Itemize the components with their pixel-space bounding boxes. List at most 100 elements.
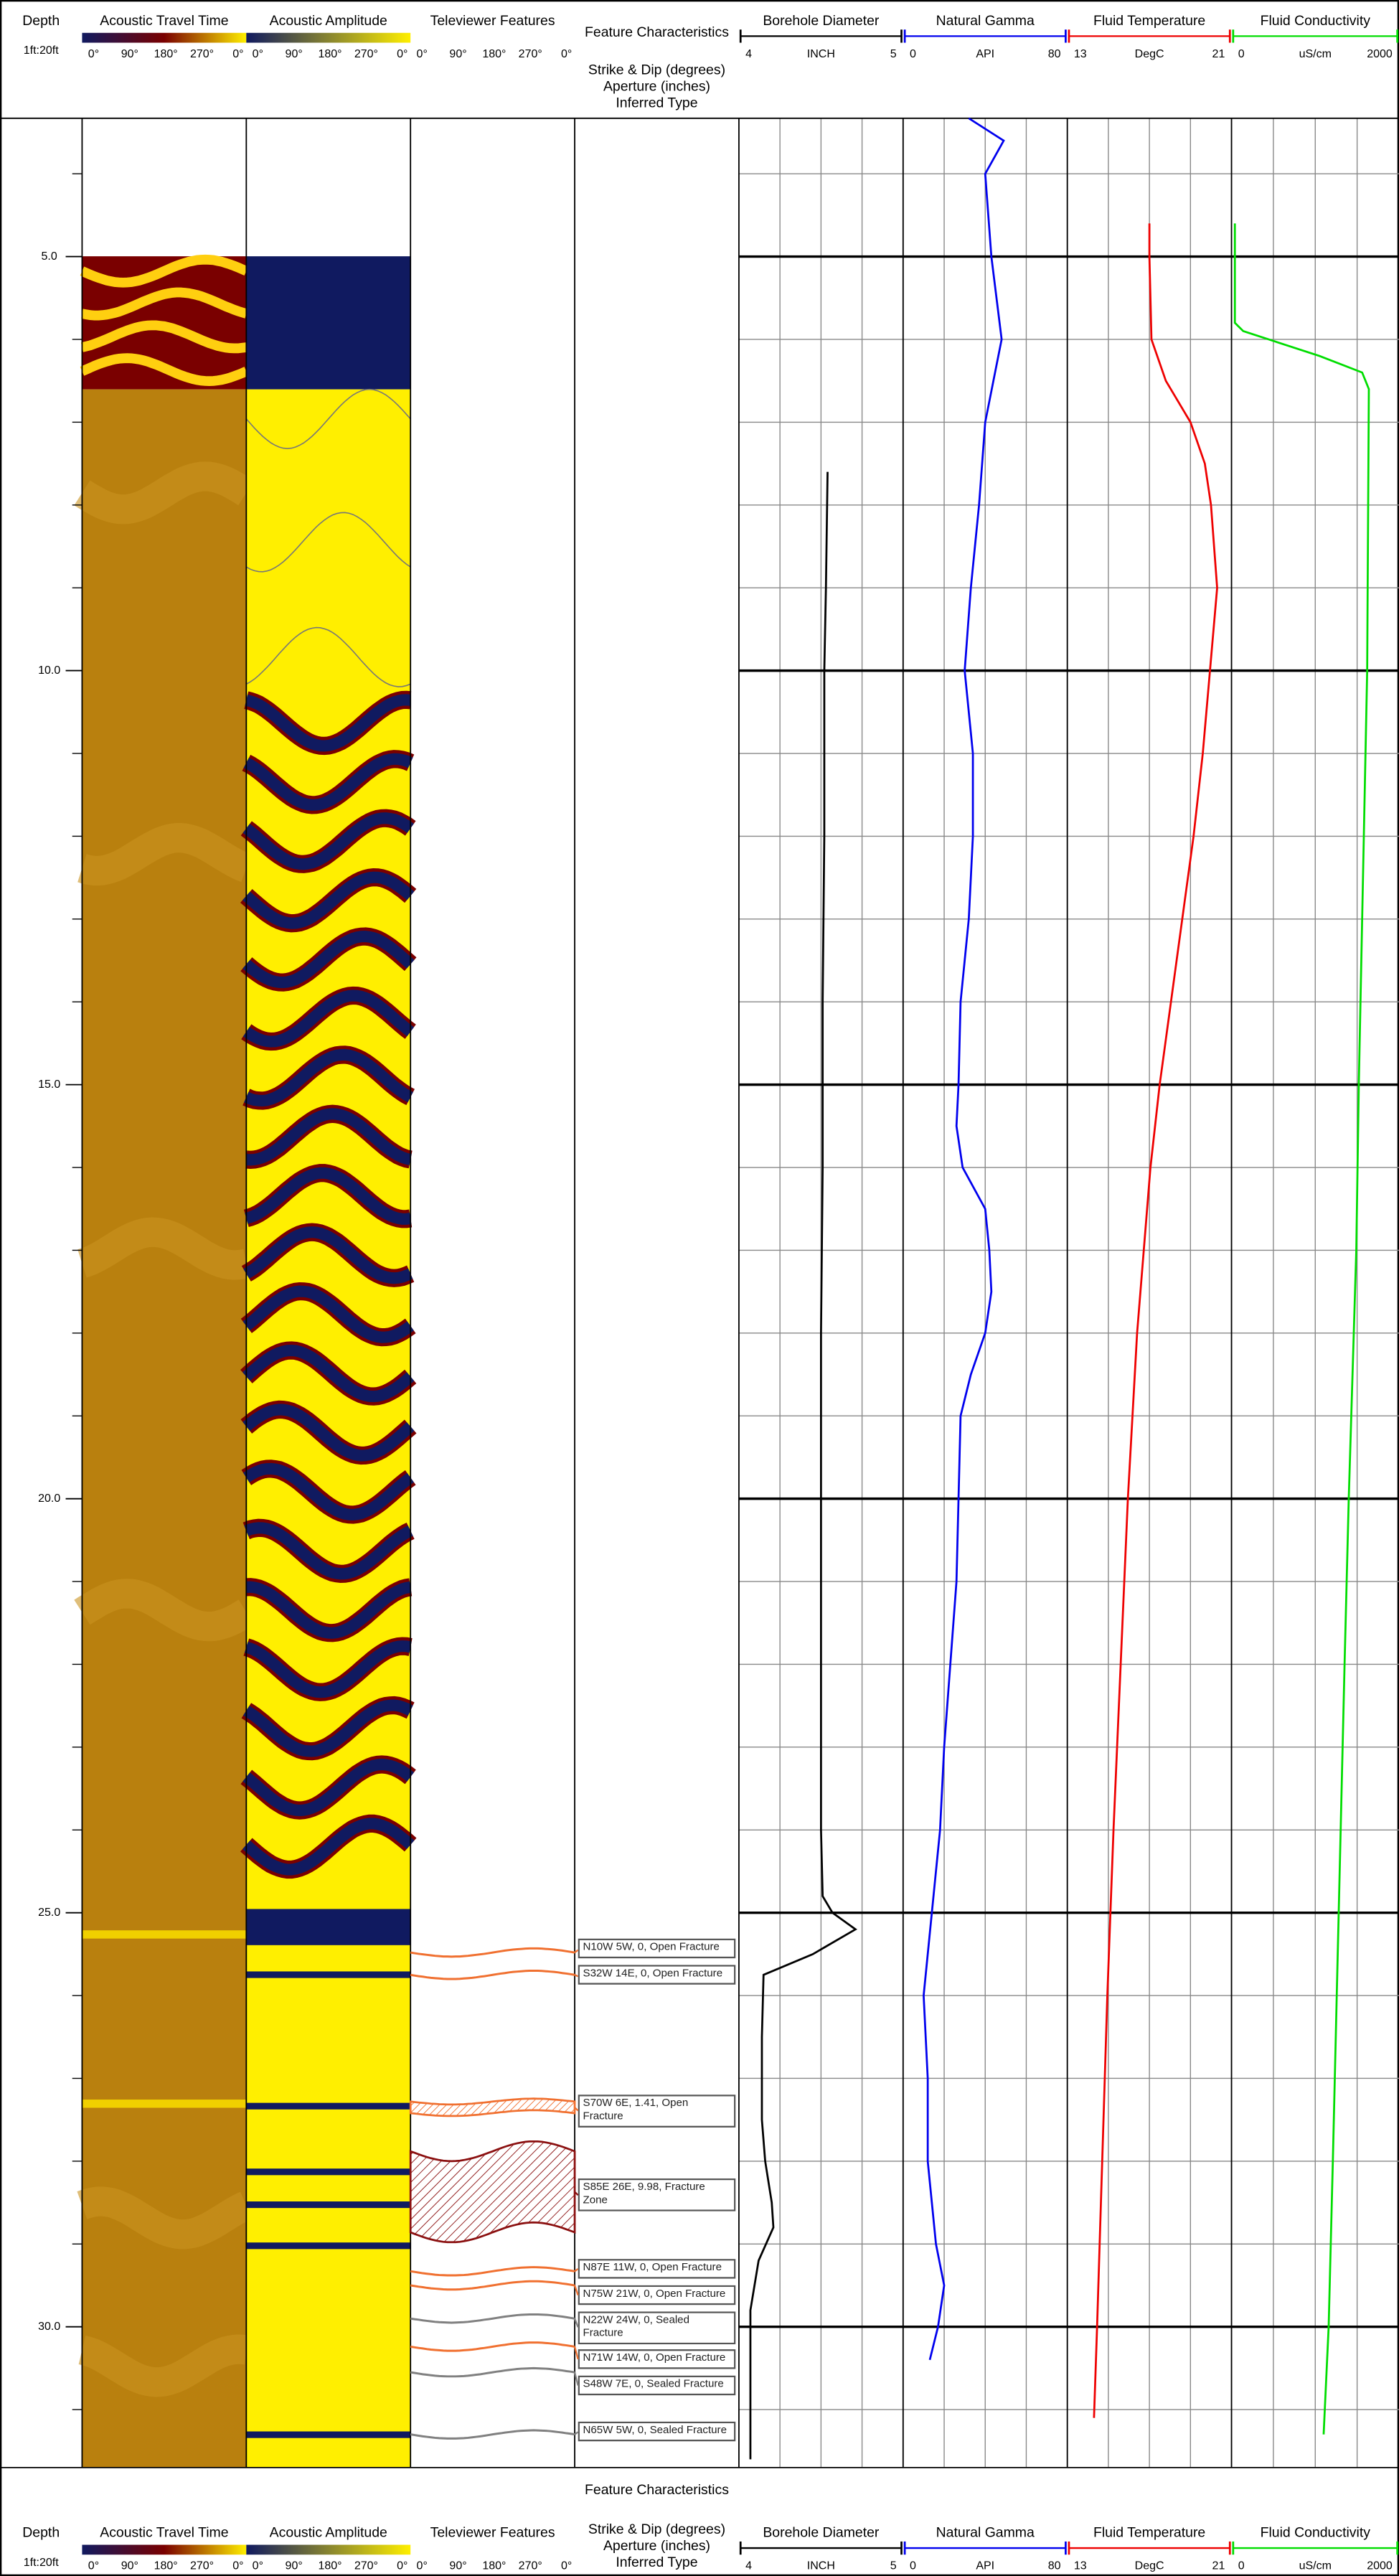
image-track-title: Acoustic Travel Time	[100, 13, 228, 29]
feature-label: N10W 5W, 0, Open Fracture	[578, 1939, 736, 1960]
feature-sine	[410, 2313, 575, 2324]
scale-max: 21	[1212, 2559, 1225, 2572]
curve-title: Fluid Temperature	[1093, 13, 1205, 29]
amplitude-band	[243, 1226, 413, 1284]
feature-box: S70W 6E, 1.41, Open Fracture	[578, 2094, 736, 2128]
feature-box: N75W 21W, 0, Open Fracture	[578, 2284, 736, 2305]
depth-label: 25.0	[38, 1906, 60, 1919]
travel-time-shade	[74, 1579, 254, 1642]
scale-unit: API	[976, 2559, 994, 2572]
feature-box: N22W 24W, 0, Sealed Fracture	[578, 2311, 736, 2344]
scale-max: 80	[1048, 2559, 1061, 2572]
amplitude-band	[245, 1581, 412, 1639]
amplitude-band	[245, 1108, 412, 1166]
feature-subtitle: Inferred Type	[616, 2554, 697, 2570]
amplitude-spot	[246, 2242, 411, 2250]
amplitude-band	[244, 1640, 412, 1698]
curve-title: Fluid Conductivity	[1261, 2525, 1371, 2541]
feature-connector	[574, 1974, 579, 1978]
scale-max: 5	[890, 47, 897, 60]
scale-unit: uS/cm	[1299, 2559, 1332, 2572]
travel-time-shade	[74, 461, 255, 525]
amplitude-band	[242, 1758, 415, 1817]
amplitude-band	[242, 989, 415, 1048]
feature-box: N87E 11W, 0, Open Fracture	[578, 2258, 736, 2278]
feature-box: S85E 26E, 9.98, Fracture Zone	[578, 2178, 736, 2212]
amplitude-image	[246, 256, 411, 390]
scale-max: 5	[890, 2559, 897, 2572]
azimuth-label: 90°	[286, 47, 303, 60]
amplitude-spot	[246, 2102, 411, 2110]
depth-title: Depth	[22, 2525, 60, 2541]
amplitude-band	[246, 1909, 411, 1945]
feature-box: S48W 7E, 0, Sealed Fracture	[578, 2374, 736, 2395]
scale-unit: API	[976, 47, 994, 60]
depth-label: 20.0	[38, 1492, 60, 1505]
scale-max: 2000	[1367, 2559, 1393, 2572]
azimuth-label: 0°	[232, 47, 243, 60]
scale-min: 0	[1238, 2559, 1245, 2572]
azimuth-label: 0°	[253, 47, 263, 60]
scale-min: 13	[1074, 2559, 1087, 2572]
azimuth-label: 90°	[449, 2559, 466, 2572]
feature-subtitle: Aperture (inches)	[603, 78, 710, 94]
feature-connector	[574, 2431, 579, 2435]
travel-time-image	[82, 389, 247, 2468]
travel-time-wave	[80, 353, 249, 387]
scale-min: 0	[1238, 47, 1245, 60]
feature-sine	[410, 2366, 575, 2378]
amplitude-band	[242, 931, 415, 989]
travel-time-wave	[80, 254, 249, 288]
feature-connector	[573, 2318, 579, 2328]
palette-bar	[82, 32, 247, 43]
amplitude-band	[243, 753, 413, 811]
curve-title: Natural Gamma	[936, 13, 1035, 29]
feature-sine	[410, 2266, 575, 2277]
depth-label: 5.0	[42, 250, 57, 263]
feature-zone	[409, 2140, 576, 2244]
feature-sine	[410, 1947, 575, 1958]
feature-zone	[409, 2097, 576, 2117]
feature-connector	[574, 2191, 579, 2196]
amplitude-line	[245, 512, 411, 573]
scale-max: 2000	[1367, 47, 1393, 60]
feature-label: N75W 21W, 0, Open Fracture	[578, 2284, 736, 2305]
feature-label: N71W 14W, 0, Open Fracture	[578, 2348, 736, 2369]
azimuth-label: 90°	[121, 47, 138, 60]
amplitude-spot	[246, 2168, 411, 2176]
feature-label: S32W 14E, 0, Open Fracture	[578, 1965, 736, 1985]
palette-bar	[246, 2544, 411, 2555]
curve-title: Borehole Diameter	[763, 2525, 880, 2541]
depth-scale: 1ft:20ft	[24, 44, 60, 57]
azimuth-label: 270°	[190, 47, 214, 60]
palette-bar	[246, 32, 411, 43]
azimuth-label: 180°	[154, 47, 178, 60]
feature-subtitle: Inferred Type	[616, 95, 697, 111]
scale-unit: DegC	[1135, 2559, 1164, 2572]
feature-connector	[574, 1949, 579, 1953]
feature-sine	[410, 2280, 575, 2291]
travel-time-band	[82, 2100, 247, 2108]
scale-max: 21	[1212, 47, 1225, 60]
azimuth-label: 0°	[417, 2559, 428, 2572]
image-track-title: Acoustic Amplitude	[270, 13, 387, 29]
depth-label: 30.0	[38, 2320, 60, 2333]
travel-time-shade	[77, 1217, 250, 1280]
image-track-title: Acoustic Travel Time	[100, 2525, 228, 2541]
azimuth-label: 90°	[121, 2559, 138, 2572]
feature-subtitle: Strike & Dip (degrees)	[588, 2521, 725, 2537]
travel-time-band	[82, 1930, 247, 1939]
azimuth-label: 180°	[482, 47, 506, 60]
azimuth-label: 270°	[354, 47, 378, 60]
travel-time-wave	[80, 320, 248, 354]
feature-connector	[574, 2268, 579, 2272]
feature-connector	[573, 2346, 579, 2360]
depth-label: 10.0	[38, 664, 60, 677]
azimuth-label: 0°	[561, 2559, 572, 2572]
curve-title: Borehole Diameter	[763, 13, 880, 29]
amplitude-band	[245, 694, 411, 752]
curve-title: Fluid Conductivity	[1261, 13, 1371, 29]
feature-sine	[410, 2429, 575, 2440]
feature-label: S70W 6E, 1.41, Open Fracture	[578, 2094, 736, 2128]
